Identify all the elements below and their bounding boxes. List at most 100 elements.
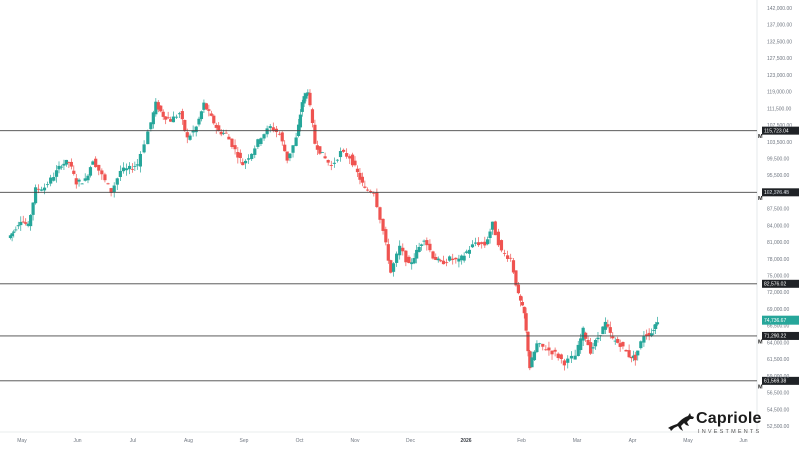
candle-body — [202, 102, 206, 110]
candle-body — [538, 343, 542, 345]
x-tick-label: 2026 — [460, 438, 471, 444]
candle-body — [62, 163, 66, 166]
candle-body — [161, 111, 165, 117]
candle-body — [441, 260, 446, 265]
candle-body — [26, 223, 30, 226]
candle-body — [516, 284, 521, 294]
candle-body — [490, 221, 495, 230]
candle-body — [262, 134, 266, 139]
candle-body — [214, 124, 218, 128]
candle-body — [128, 165, 132, 170]
y-tick-label: 75,000.00 — [767, 274, 789, 280]
candle-body — [247, 158, 251, 160]
candle-body — [553, 349, 557, 352]
candle-body — [135, 164, 139, 166]
candle-body — [209, 113, 213, 116]
candle-body — [77, 179, 81, 182]
candle-body — [395, 253, 399, 263]
candle-body — [566, 358, 570, 363]
y-tick-label: 87,500.00 — [767, 207, 789, 213]
candle-body — [191, 130, 195, 133]
candle-body — [341, 149, 346, 152]
candle-body — [369, 190, 373, 193]
x-tick-label: Jul — [130, 438, 136, 444]
y-axis: 142,000.00 137,000.00 132,500.00 127,500.00… — [767, 6, 792, 430]
candle-body — [496, 231, 500, 246]
candle-body — [401, 247, 405, 252]
candle-body — [39, 189, 44, 191]
y-tick-label: 99,500.00 — [767, 156, 789, 162]
x-tick-label: Sep — [240, 438, 249, 444]
candle-body — [338, 151, 343, 158]
level-label: 82,576.02 — [764, 282, 786, 288]
candle-body — [410, 262, 414, 265]
candle-body — [425, 240, 429, 246]
candle-body — [300, 102, 304, 112]
support-resistance-levels: 115,723.04M102,376.45M82,576.0271,290.22… — [0, 126, 799, 390]
y-tick-label: 142,000.00 — [767, 6, 792, 12]
candle-body — [236, 152, 240, 158]
candle-body — [451, 258, 455, 260]
candle-body — [19, 221, 23, 226]
candle-body — [460, 255, 464, 261]
candle-body — [485, 239, 490, 245]
horse-icon — [668, 413, 694, 431]
candle-body — [559, 354, 563, 360]
candle-body — [654, 324, 658, 330]
candle-body — [174, 116, 179, 118]
candle-body — [493, 221, 497, 236]
candle-body — [645, 334, 649, 336]
candle-body — [329, 165, 333, 166]
candle-body — [386, 244, 390, 261]
y-tick-label: 107,500.00 — [767, 123, 792, 129]
candle-body — [591, 347, 595, 349]
candle-body — [306, 92, 310, 95]
candle-body — [389, 260, 393, 273]
candle-body — [467, 249, 471, 254]
candle-body — [121, 167, 126, 172]
y-tick-label: 119,000.00 — [767, 90, 792, 96]
candle-body — [166, 117, 170, 119]
candle-body — [169, 119, 173, 122]
level-label-box — [762, 279, 799, 288]
candle-body — [483, 241, 487, 246]
x-tick-label: Oct — [296, 438, 304, 444]
candle-body — [86, 175, 90, 181]
candle-body — [183, 119, 187, 131]
candle-body — [156, 102, 160, 110]
candle-body — [294, 137, 298, 146]
candle-body — [298, 114, 303, 128]
candle-body — [631, 355, 636, 358]
y-tick-label: 103,500.00 — [767, 140, 792, 146]
x-tick-label: May — [17, 438, 27, 444]
candle-body — [103, 174, 107, 181]
candle-body — [207, 109, 211, 111]
candle-body — [106, 183, 110, 185]
last-price-label: 74,736.67 — [764, 318, 786, 324]
candle-body — [112, 185, 116, 193]
last-price-box — [762, 315, 799, 325]
candle-body — [308, 92, 312, 106]
candle-body — [69, 161, 73, 167]
y-tick-label: 66,500.00 — [767, 324, 789, 330]
candle-body — [506, 255, 510, 259]
candle-body — [588, 342, 593, 354]
candle-body — [366, 189, 370, 191]
candle-body — [222, 133, 226, 134]
candle-body — [509, 257, 513, 259]
candle-body — [639, 341, 643, 349]
candle-body — [428, 243, 432, 251]
candle-body — [42, 187, 47, 191]
candles — [8, 89, 660, 371]
candle-body — [180, 111, 184, 120]
x-tick-label: Nov — [351, 438, 360, 444]
candle-body — [133, 166, 137, 167]
candle-body — [462, 255, 466, 261]
candle-body — [642, 336, 646, 343]
candle-body — [593, 339, 598, 347]
candle-body — [24, 222, 28, 224]
candle-body — [422, 240, 426, 242]
candle-body — [320, 152, 324, 153]
